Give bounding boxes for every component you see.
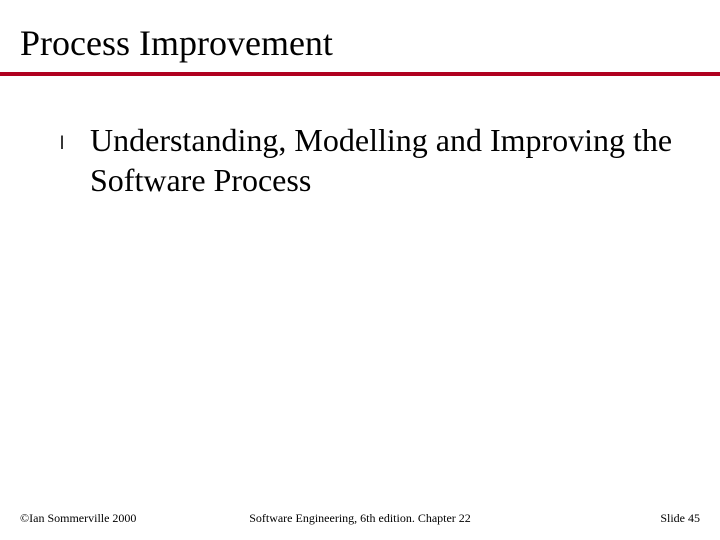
bullet-text: Understanding, Modelling and Improving t… (90, 120, 680, 200)
slide-title: Process Improvement (20, 22, 333, 64)
slide: Process Improvement l Understanding, Mod… (0, 0, 720, 540)
bullet-item: l Understanding, Modelling and Improving… (60, 120, 680, 200)
bullet-glyph-icon: l (60, 124, 64, 162)
footer-center: Software Engineering, 6th edition. Chapt… (249, 511, 471, 526)
footer-right: Slide 45 (660, 511, 700, 526)
slide-footer: ©Ian Sommerville 2000 Software Engineeri… (20, 511, 700, 526)
slide-body: l Understanding, Modelling and Improving… (60, 120, 680, 200)
footer-left: ©Ian Sommerville 2000 (20, 511, 136, 526)
title-underline (0, 72, 720, 76)
